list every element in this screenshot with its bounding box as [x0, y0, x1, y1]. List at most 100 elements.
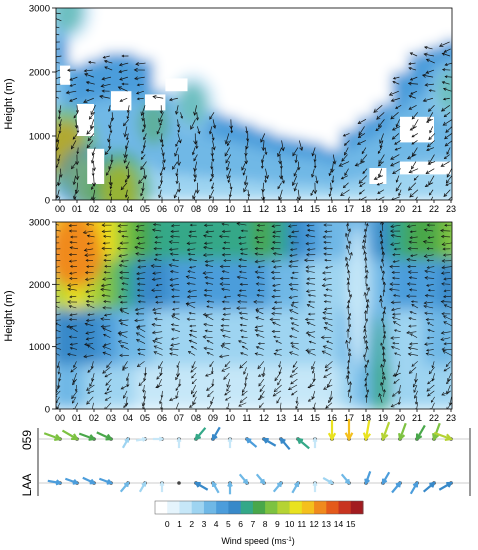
station-wind-arrow	[159, 480, 165, 493]
top-wind-arrow	[406, 154, 417, 160]
top-wind-arrow	[356, 140, 366, 145]
top-field-cell	[119, 52, 138, 97]
top-field-empty	[153, 8, 172, 92]
colorbar-swatches	[155, 501, 364, 514]
station-wind-arrow	[194, 427, 207, 441]
top-wind-arrow	[192, 189, 197, 200]
middle-wind-arrow	[306, 224, 315, 228]
middle-wind-arrow	[86, 384, 95, 391]
middle-field-jet	[373, 315, 386, 409]
station-wind-arrow	[194, 481, 209, 491]
top-wind-arrow	[425, 58, 435, 64]
middle-wind-arrow	[431, 373, 435, 382]
top-field-empty	[306, 8, 325, 143]
middle-wind-arrow	[188, 230, 197, 234]
top-wind-arrow	[56, 69, 60, 73]
top-wind-arrow	[298, 140, 304, 152]
middle-field-cell	[440, 222, 452, 260]
middle-wind-arrow	[237, 236, 247, 240]
middle-wind-arrow	[189, 324, 197, 328]
middle-wind-arrow	[221, 300, 230, 304]
middle-wind-arrow	[204, 263, 214, 268]
middle-wind-arrow	[86, 396, 94, 405]
top-wind-arrow	[395, 182, 402, 192]
top-wind-arrow	[101, 89, 110, 93]
middle-wind-arrow	[364, 377, 368, 386]
middle-wind-arrow	[446, 378, 452, 385]
colorbar-tick-label: 7	[251, 519, 256, 529]
middle-wind-arrow	[56, 304, 60, 309]
middle-wind-arrow	[83, 248, 94, 252]
middle-wind-arrow	[169, 252, 179, 256]
middle-wind-arrow	[305, 289, 316, 293]
top-wind-arrow	[408, 182, 417, 191]
top-data-gap	[145, 94, 166, 111]
middle-wind-arrow	[408, 324, 417, 328]
middle-wind-arrow	[390, 345, 400, 350]
top-wind-arrow	[277, 182, 282, 190]
middle-wind-arrow	[411, 361, 418, 367]
top-wind-arrow	[246, 133, 250, 142]
middle-wind-arrow	[223, 259, 231, 262]
middle-wind-arrow	[390, 242, 401, 246]
top-field-empty	[408, 8, 427, 53]
middle-wind-arrow	[186, 281, 196, 286]
top-wind-arrow	[311, 168, 315, 178]
middle-wind-arrow	[56, 278, 61, 280]
station-wind-arrow	[61, 429, 79, 441]
middle-wind-arrow	[425, 352, 435, 356]
middle-wind-arrow	[102, 241, 111, 245]
middle-wind-arrow	[289, 372, 298, 378]
middle-wind-arrow	[422, 240, 434, 244]
middle-wind-arrow	[56, 266, 60, 268]
middle-wind-arrow	[151, 330, 163, 335]
middle-wind-arrow	[288, 295, 298, 299]
middle-wind-speed-field	[56, 222, 452, 409]
x-tick-label: 10	[225, 204, 235, 214]
middle-wind-arrow	[253, 300, 264, 304]
middle-wind-arrow	[410, 300, 418, 303]
top-wind-arrow	[444, 133, 452, 140]
middle-wind-arrow	[203, 223, 214, 227]
middle-wind-arrow	[324, 366, 332, 372]
top-wind-arrow	[158, 182, 163, 190]
middle-wind-arrow	[74, 384, 78, 392]
middle-wind-arrow	[312, 373, 316, 383]
top-wind-arrow	[394, 140, 401, 145]
top-wind-arrow	[377, 189, 385, 194]
middle-wind-arrow	[172, 300, 180, 304]
top-wind-arrow	[277, 147, 282, 158]
middle-wind-arrow	[135, 224, 145, 228]
middle-wind-arrow	[102, 351, 112, 356]
top-wind-arrow	[119, 97, 128, 102]
top-wind-arrow	[180, 112, 184, 119]
middle-wind-arrow	[424, 311, 434, 315]
middle-wind-arrow	[223, 241, 231, 244]
middle-field-cell	[83, 309, 105, 366]
top-field-cell	[289, 139, 308, 158]
middle-wind-arrow	[236, 275, 248, 280]
middle-wind-arrow	[364, 339, 369, 350]
middle-wind-arrow	[259, 384, 265, 393]
top-wind-arrow	[332, 154, 337, 165]
colorbar-swatch	[228, 501, 242, 514]
top-wind-arrow	[143, 133, 147, 141]
middle-field-cell	[406, 365, 428, 409]
top-wind-arrow	[56, 18, 62, 22]
middle-wind-arrow	[441, 265, 452, 270]
middle-wind-arrow	[382, 389, 386, 397]
middle-wind-arrow	[345, 244, 350, 255]
top-wind-arrow	[177, 126, 181, 133]
middle-wind-arrow	[187, 270, 196, 274]
top-wind-arrow	[408, 95, 417, 99]
middle-wind-arrow	[170, 343, 180, 347]
x-tick-label: 19	[378, 204, 388, 214]
middle-wind-arrow	[71, 390, 78, 400]
middle-wind-arrow	[237, 300, 248, 304]
station-wind-arrow	[433, 431, 454, 442]
top-wind-arrow	[357, 133, 366, 138]
x-tick-label: 13	[276, 413, 286, 423]
middle-wind-arrow	[119, 309, 129, 315]
middle-wind-arrow	[202, 271, 213, 275]
top-wind-arrow	[280, 140, 285, 152]
